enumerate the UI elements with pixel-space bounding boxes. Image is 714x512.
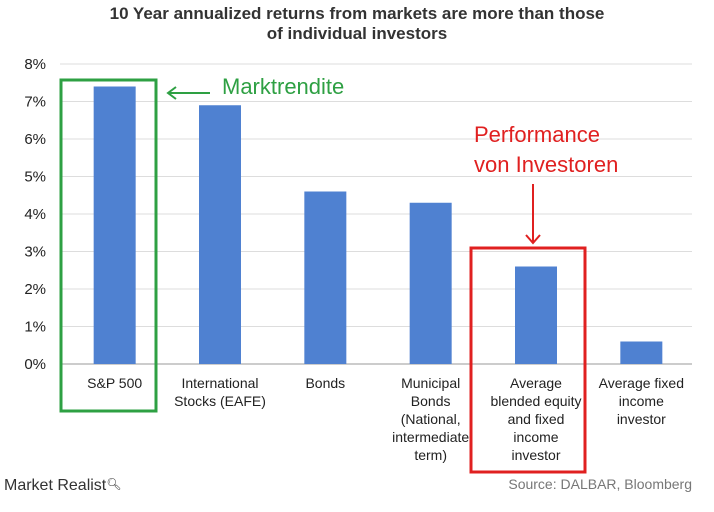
y-tick-label: 5%	[24, 169, 46, 186]
bar	[304, 191, 347, 364]
search-icon: 🔍︎	[106, 477, 122, 491]
bar	[93, 86, 136, 364]
bar	[199, 105, 241, 364]
investor-highlight-box	[469, 246, 587, 474]
bar	[620, 341, 663, 364]
x-category-label: Municipal Bonds (National, intermediate …	[392, 375, 470, 463]
market-highlight-box	[59, 78, 158, 413]
y-tick-label: 0%	[24, 356, 46, 373]
investor-performance-annotation: Performance von Investoren	[474, 122, 619, 177]
y-tick-label: 3%	[24, 244, 46, 261]
y-tick-label: 6%	[24, 131, 46, 148]
market-return-annotation: Marktrendite	[222, 74, 345, 99]
y-tick-label: 2%	[24, 281, 46, 298]
red-arrow	[525, 184, 541, 245]
chart-title-line-1: 10 Year annualized returns from markets …	[109, 4, 605, 23]
x-category-label: Bonds	[305, 375, 346, 391]
source-note: Source: DALBAR, Bloomberg	[508, 476, 692, 492]
market-realist-logo: Market Realist🔍︎	[4, 477, 122, 494]
bar	[409, 202, 452, 364]
chart-title-line-2: of individual investors	[266, 24, 448, 43]
y-tick-label: 7%	[24, 94, 46, 111]
x-category-label: International Stocks (EAFE)	[174, 375, 266, 409]
x-category-label: S&P 500	[87, 375, 143, 391]
x-category-label: Average fixed income investor	[598, 375, 684, 427]
bar	[515, 266, 557, 364]
y-tick-label: 4%	[24, 206, 46, 223]
x-category-label: Average blended equity and fixed income …	[490, 375, 582, 463]
green-arrow	[166, 86, 210, 100]
y-tick-label: 8%	[24, 56, 46, 73]
y-tick-label: 1%	[24, 319, 46, 336]
